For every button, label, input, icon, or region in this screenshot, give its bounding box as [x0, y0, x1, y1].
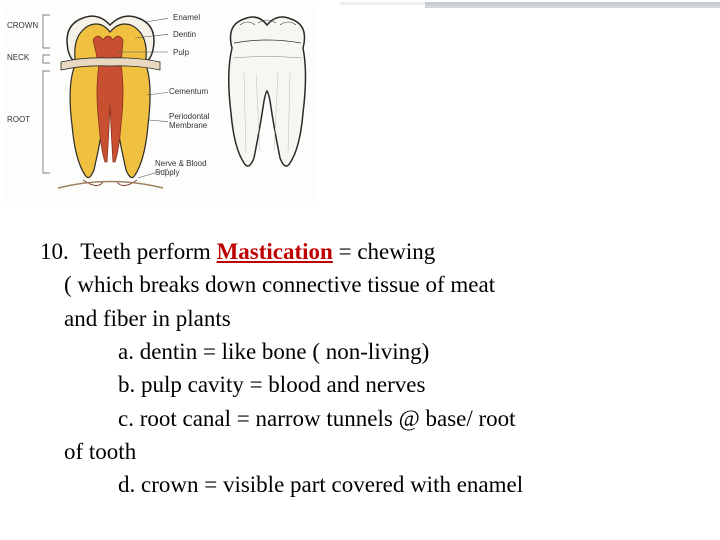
item-b: b. pulp cavity = blood and nerves	[118, 368, 680, 401]
label-nerve: Nerve & Blood Supply	[155, 160, 225, 178]
line-main: 10. Teeth perform Mastication = chewing	[40, 235, 680, 268]
text-content: 10. Teeth perform Mastication = chewing …	[40, 235, 680, 502]
item-a: a. dentin = like bone ( non-living)	[118, 335, 680, 368]
label-dentin: Dentin	[173, 30, 196, 39]
mastication-term: Mastication	[217, 239, 333, 264]
item-d: d. crown = visible part covered with ena…	[118, 468, 680, 501]
teeth-perform: Teeth perform	[80, 239, 211, 264]
item-c: c. root canal = narrow tunnels @ base/ r…	[118, 402, 680, 435]
tooth-cross-section	[53, 10, 168, 200]
region-brackets	[35, 13, 55, 193]
label-enamel: Enamel	[173, 13, 200, 22]
equals-chewing: = chewing	[339, 239, 436, 264]
label-root: ROOT	[7, 115, 30, 124]
label-crown: CROWN	[7, 21, 38, 30]
tooth-diagram: CROWN NECK ROOT Enamel Dentin Pulp Cemen…	[5, 5, 315, 205]
item-c-cont: of tooth	[64, 435, 680, 468]
line-desc-1: ( which breaks down connective tissue of…	[64, 268, 680, 301]
decorative-bar	[425, 2, 720, 8]
label-neck: NECK	[7, 53, 29, 62]
label-pulp: Pulp	[173, 48, 189, 57]
label-cementum: Cementum	[169, 87, 208, 96]
tooth-outline	[220, 13, 315, 178]
item-number: 10.	[40, 239, 69, 264]
line-desc-2: and fiber in plants	[64, 302, 680, 335]
label-periodontal: Periodontal Membrane	[169, 113, 219, 131]
